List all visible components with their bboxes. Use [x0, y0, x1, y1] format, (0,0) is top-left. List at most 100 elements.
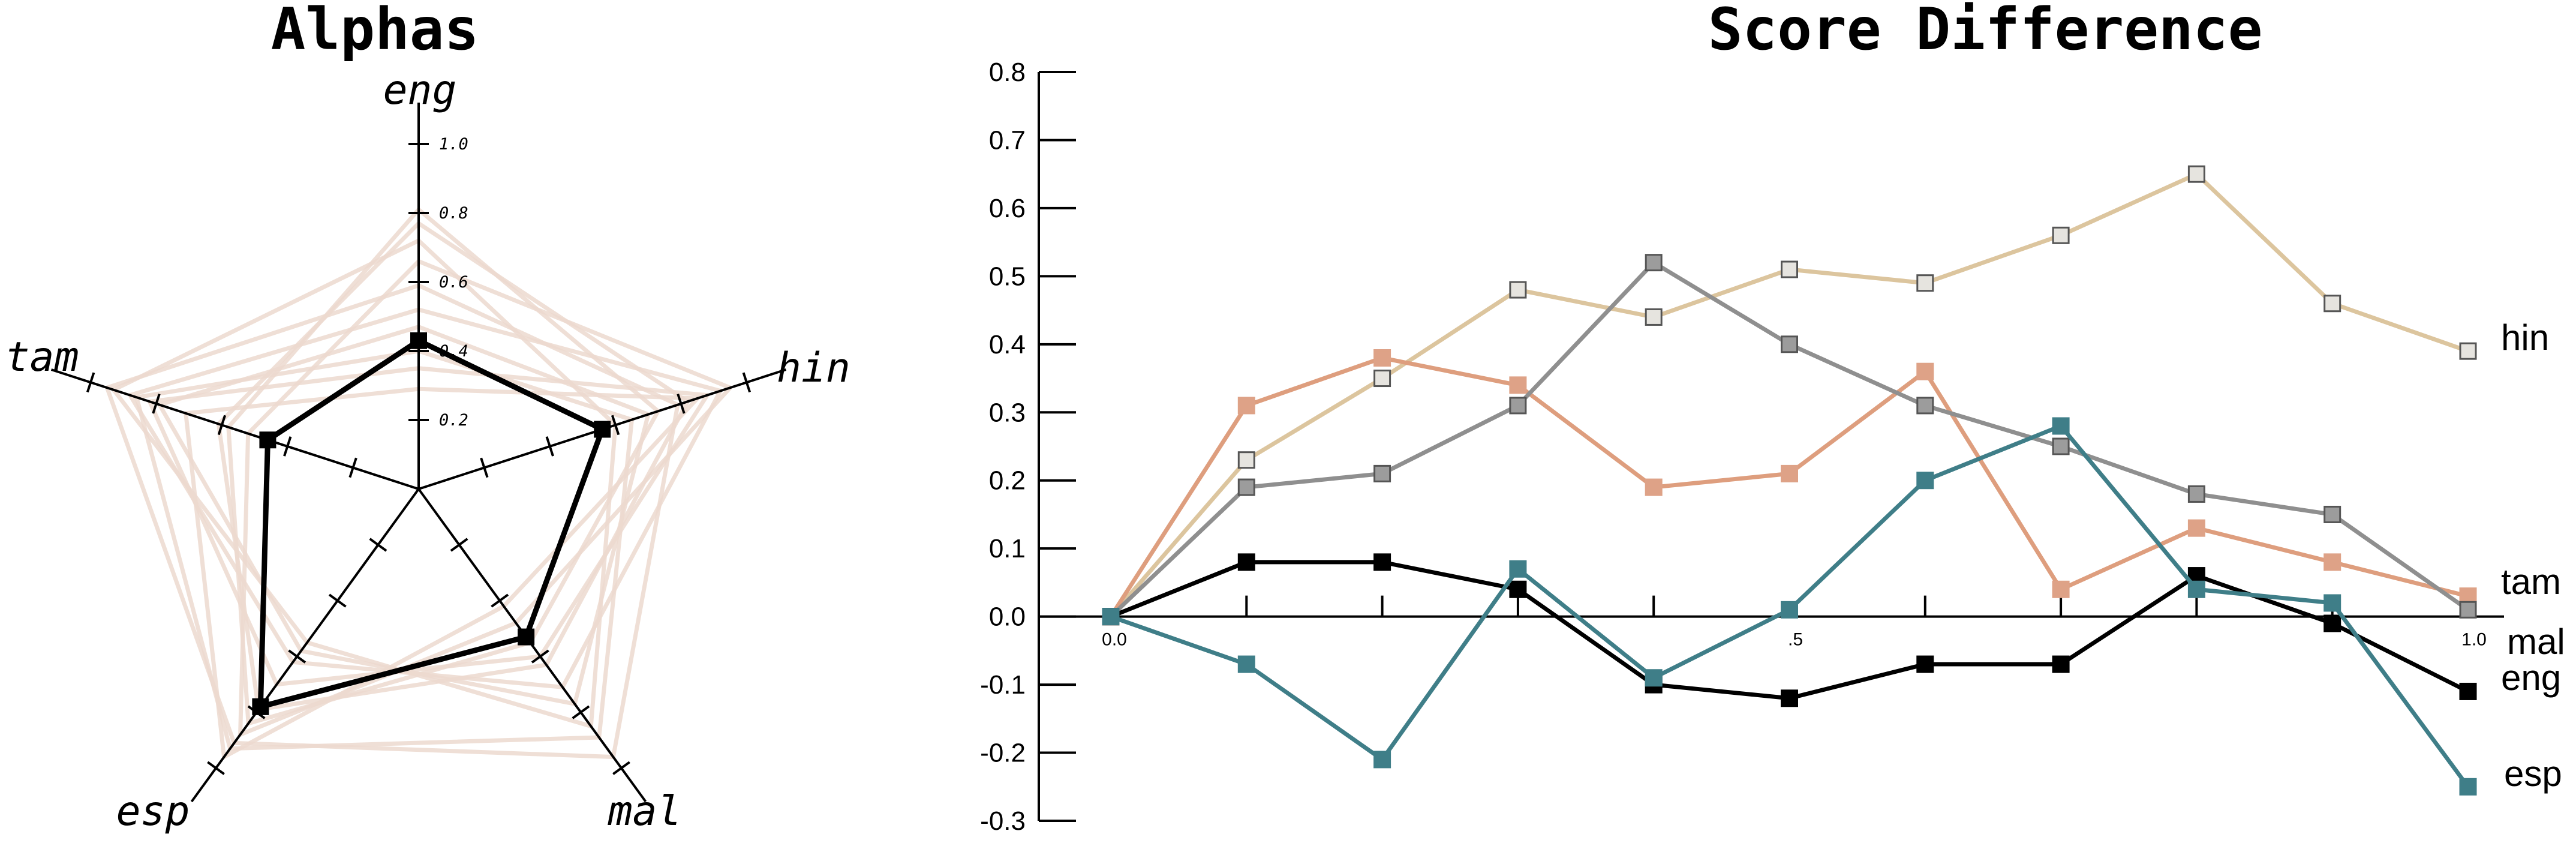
line-chart-series	[1102, 165, 2477, 796]
series-point-hin	[1645, 308, 1663, 326]
series-point-esp	[1645, 669, 1663, 687]
y-tick-label: 0.3	[989, 398, 1026, 427]
radar-tick	[207, 761, 225, 775]
y-tick-label: -0.2	[980, 739, 1026, 768]
series-point-hin	[1237, 451, 1255, 469]
series-point-tam	[2323, 553, 2341, 571]
radar-axis-label-esp: esp	[116, 788, 190, 835]
series-point-eng	[1509, 580, 1527, 598]
series-point-esp	[1916, 472, 1934, 490]
series-point-mal	[1237, 478, 1255, 496]
series-point-tam	[1916, 362, 1934, 380]
series-point-tam	[1237, 397, 1255, 415]
x-tick-label: .5	[1788, 630, 1803, 650]
radar-background-polygon	[226, 207, 660, 726]
series-point-esp	[2052, 417, 2070, 435]
radar-highlight-marker-mal	[518, 628, 535, 646]
series-tam	[1102, 349, 2477, 626]
series-point-esp	[1102, 608, 1120, 626]
series-point-mal	[2187, 485, 2205, 503]
radar-tick	[348, 457, 357, 478]
radar-axis-line-esp	[190, 488, 420, 803]
y-tick-label: 0.5	[989, 262, 1026, 291]
series-label-esp: esp	[2504, 754, 2562, 794]
line-chart: Score Difference 0.8 0.7 0.6 0.5 0.4 0.3 0.2 0.…	[980, 0, 2565, 836]
radar-background-polygon	[104, 283, 680, 760]
radar-tick	[612, 761, 630, 775]
radar-axis-label-mal: mal	[608, 788, 682, 835]
radar-tick	[742, 372, 752, 393]
series-point-mal	[1916, 397, 1934, 415]
radar-tick	[677, 394, 686, 414]
radar-tick	[217, 415, 227, 436]
y-tick-label: 0.4	[989, 330, 1026, 359]
series-point-eng	[2459, 682, 2477, 700]
series-point-eng	[1781, 689, 1798, 707]
series-point-mal	[1645, 254, 1663, 272]
radar-axis-label-eng: eng	[383, 67, 457, 114]
radar-highlight-polygon	[257, 338, 605, 710]
series-point-hin	[2052, 226, 2070, 244]
y-tick-label: -0.3	[980, 806, 1026, 836]
series-point-eng	[1916, 655, 1934, 673]
radar-tick	[369, 538, 387, 552]
series-point-tam	[1645, 478, 1663, 496]
y-tick-label: 0.8	[989, 58, 1026, 87]
radar-tick-label: 0.6	[439, 273, 468, 292]
radar-tick	[611, 415, 620, 436]
series-point-tam	[2052, 580, 2070, 598]
radar-highlight-marker-tam	[259, 431, 276, 449]
x-tick-label: 1.0	[2461, 630, 2487, 650]
radar-background-polygon	[134, 349, 634, 751]
y-tick-label: 0.2	[989, 466, 1026, 496]
x-tick-label: 0.0	[1102, 630, 1127, 650]
radar-axis-label-hin: hin	[777, 344, 850, 392]
series-line-tam	[1109, 356, 2469, 618]
series-point-mal	[2052, 437, 2070, 455]
series-point-hin	[1373, 370, 1391, 388]
radar-background-polygon	[238, 259, 733, 737]
series-point-eng	[2052, 655, 2070, 673]
radar-tick	[531, 649, 549, 664]
series-point-esp	[1237, 655, 1255, 673]
radar-tick	[86, 372, 95, 393]
series-point-esp	[1373, 751, 1391, 769]
series-point-hin	[2187, 165, 2205, 183]
series-point-hin	[2323, 295, 2341, 313]
series-point-esp	[2459, 778, 2477, 796]
radar-background-polygon	[111, 238, 618, 728]
radar-tick	[283, 436, 292, 457]
line-chart-title: Score Difference	[1708, 0, 2263, 63]
radar-axis-label-tam: tam	[5, 334, 79, 381]
series-hin	[1102, 165, 2477, 626]
radar-tick	[288, 649, 306, 664]
radar-tick	[491, 593, 509, 608]
series-point-eng	[2323, 614, 2341, 632]
radar-ticks	[86, 143, 752, 775]
series-point-hin	[1781, 260, 1798, 278]
series-point-mal	[1781, 335, 1798, 353]
radar-tick	[545, 436, 554, 457]
series-label-tam: tam	[2501, 562, 2561, 602]
radar-tick	[328, 593, 347, 608]
series-line-hin	[1109, 172, 2469, 618]
y-tick-label: 0.7	[989, 125, 1026, 155]
series-point-tam	[1509, 376, 1527, 394]
series-point-hin	[1916, 274, 1934, 292]
radar-highlight-marker-eng	[410, 332, 427, 349]
radar-tick	[450, 538, 468, 552]
line-chart-axes: 0.8 0.7 0.6 0.5 0.4 0.3 0.2 0.1 0.0 -0.1 -0.2 -0.3 0…	[980, 58, 2504, 836]
y-tick-label: -0.1	[980, 670, 1026, 700]
radar-axis-line-tam	[50, 368, 419, 490]
series-label-mal: mal	[2507, 622, 2565, 662]
y-tick-label: 0.1	[989, 534, 1026, 563]
y-tick-label: 0.6	[989, 194, 1026, 223]
radar-tick	[152, 394, 161, 414]
series-label-eng: eng	[2501, 658, 2561, 698]
series-point-mal	[1373, 464, 1391, 482]
radar-tick-labels: 0.20.40.60.81.0	[439, 135, 468, 430]
series-point-tam	[1373, 349, 1391, 367]
